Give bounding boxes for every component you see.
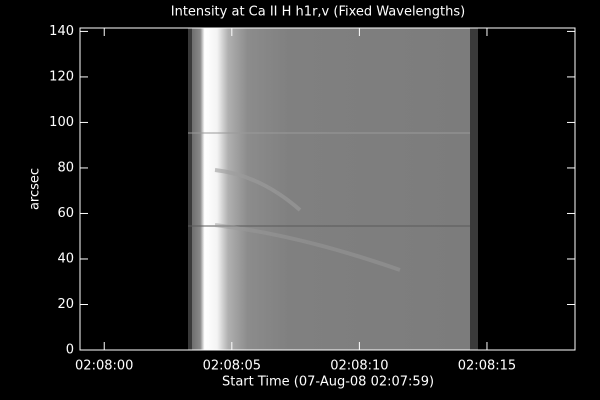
chart-title: Intensity at Ca II H h1r,v (Fixed Wavele… — [171, 5, 465, 20]
y-tick-label: 80 — [57, 160, 74, 175]
image — [188, 28, 478, 350]
plot-frame — [79, 27, 576, 351]
image-feature — [214, 168, 302, 212]
y-tick-label: 0 — [66, 343, 74, 358]
y-tick-label: 60 — [57, 206, 74, 221]
x-axis-label: Start Time (07-Aug-08 02:07:59) — [222, 375, 434, 390]
image-body — [192, 28, 470, 350]
y-tick-label: 20 — [57, 297, 74, 312]
y-tick-label: 40 — [57, 251, 74, 266]
x-tick-label: 02:08:15 — [458, 359, 516, 374]
x-tick-label: 02:08:05 — [203, 359, 261, 374]
x-tick-label: 02:08:10 — [330, 359, 388, 374]
y-tick-label: 140 — [49, 24, 74, 39]
y-tick-label: 120 — [49, 69, 74, 84]
y-axis-label: arcsec — [28, 168, 43, 210]
y-tick-label: 100 — [49, 115, 74, 130]
image-feature — [214, 223, 401, 272]
x-tick-label: 02:08:00 — [75, 359, 133, 374]
